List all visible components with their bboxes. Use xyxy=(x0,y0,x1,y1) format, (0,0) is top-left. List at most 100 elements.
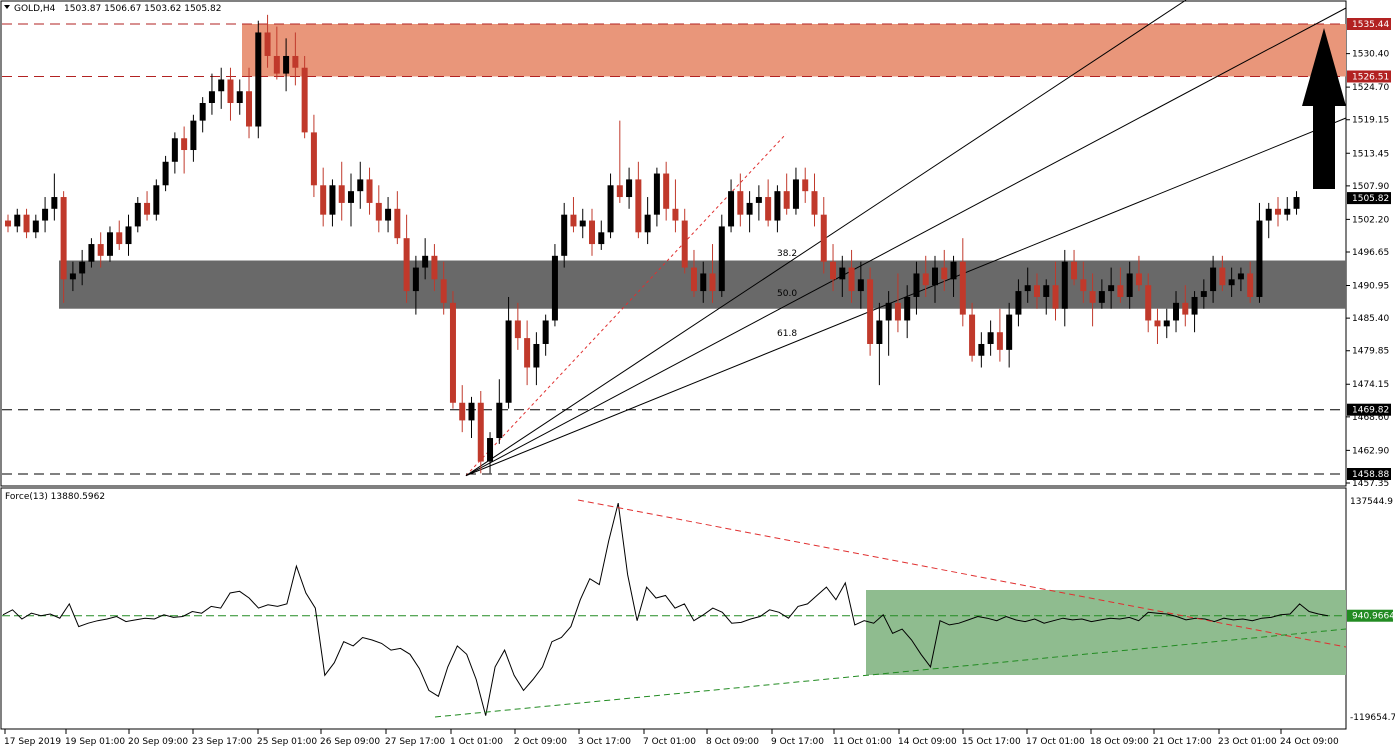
candle xyxy=(1126,261,1133,309)
collapse-triangle-icon[interactable] xyxy=(4,5,10,9)
candle-body xyxy=(1265,208,1272,221)
candle xyxy=(755,185,762,221)
candle xyxy=(607,173,614,239)
candle xyxy=(672,179,679,233)
candle xyxy=(1071,249,1078,286)
candle xyxy=(792,167,799,215)
candle-body xyxy=(1052,285,1059,309)
candle xyxy=(79,249,86,286)
candle-body xyxy=(746,202,753,215)
force-down-trendline xyxy=(577,499,1347,648)
candle-body xyxy=(144,202,151,215)
price-tick-label: 1519.15 xyxy=(1352,116,1389,126)
candle-body xyxy=(820,214,827,262)
candle xyxy=(208,73,215,115)
candle-body xyxy=(1126,273,1133,297)
candle xyxy=(366,167,373,215)
candle xyxy=(5,214,11,233)
candle-body xyxy=(1293,197,1300,209)
candle-body xyxy=(208,91,215,103)
candle-body xyxy=(264,32,271,56)
candle xyxy=(357,161,364,209)
fib-label: 50.0 xyxy=(777,289,797,299)
candle-body xyxy=(273,55,280,74)
candle xyxy=(663,161,670,221)
candle-body xyxy=(700,273,707,292)
candle-body xyxy=(301,67,308,133)
candle xyxy=(375,185,382,233)
candle-body xyxy=(106,232,113,256)
candle xyxy=(246,67,253,139)
price-tick-label: 1479.85 xyxy=(1352,347,1389,357)
price-axis: 1530.40 1524.70 1519.15 1513.45 1507.90 1502.… xyxy=(1346,18,1391,489)
indicator-label: Force(13) 13880.5962 xyxy=(5,492,105,502)
candle xyxy=(60,191,67,303)
candle-body xyxy=(1089,291,1096,303)
candle xyxy=(171,132,178,174)
candle xyxy=(32,214,39,239)
fib-label: 61.8 xyxy=(777,329,797,339)
candle-body xyxy=(959,261,966,315)
candle xyxy=(987,320,994,356)
candle xyxy=(1024,267,1031,303)
candle-body xyxy=(347,191,354,203)
candle-body xyxy=(1135,273,1142,286)
price-tick-label: 1507.90 xyxy=(1352,182,1389,192)
candle-body xyxy=(14,214,21,227)
candle-body xyxy=(1145,285,1152,321)
candle xyxy=(783,173,790,215)
price-tick-label: 1524.70 xyxy=(1352,83,1389,93)
candle xyxy=(42,197,49,233)
candle xyxy=(718,214,725,297)
candle-body xyxy=(403,238,410,292)
price-tag-label: 1458.88 xyxy=(1352,470,1389,480)
candle-body xyxy=(1043,285,1050,297)
candle xyxy=(329,179,336,227)
candle xyxy=(23,208,30,239)
candle xyxy=(867,267,874,356)
candle xyxy=(922,255,929,297)
time-tick-label: 25 Sep 01:00 xyxy=(257,737,317,747)
candle-body xyxy=(496,402,503,439)
candle xyxy=(1061,249,1068,327)
candle-body xyxy=(487,438,494,462)
fib-trendline xyxy=(465,133,787,476)
candle-body xyxy=(969,314,976,356)
candle xyxy=(162,155,169,192)
price-tag-box xyxy=(1347,192,1391,205)
fib-fan-line-2 xyxy=(465,7,1347,477)
candle-body xyxy=(181,138,188,151)
candle-body xyxy=(783,191,790,209)
candle xyxy=(394,191,401,245)
time-tick-label: 8 Oct 09:00 xyxy=(706,737,759,747)
candle xyxy=(524,320,531,386)
candle xyxy=(14,208,21,233)
candle-body xyxy=(375,202,382,221)
candle xyxy=(1154,308,1161,344)
price-tick-label: 1496.65 xyxy=(1352,248,1389,258)
candle-body xyxy=(1274,208,1281,215)
candle xyxy=(950,255,957,297)
force-tag-label: 940.9664 xyxy=(1352,612,1395,622)
candle xyxy=(774,185,781,233)
candle-body xyxy=(681,220,688,268)
candle xyxy=(144,191,151,221)
time-tick-label: 14 Oct 09:00 xyxy=(898,737,957,747)
price-tick-label: 1462.90 xyxy=(1352,446,1389,456)
price-tag-box xyxy=(1347,403,1391,416)
candle-body xyxy=(97,244,104,256)
candle xyxy=(1145,273,1152,333)
candle xyxy=(1191,291,1198,333)
price-tag-label: 1526.51 xyxy=(1352,72,1389,82)
candle xyxy=(626,167,633,209)
candle-body xyxy=(533,343,540,368)
candle xyxy=(403,214,410,303)
candle-body xyxy=(570,214,577,227)
candle xyxy=(700,261,707,303)
time-tick-label: 19 Sep 01:00 xyxy=(65,737,125,747)
candle-body xyxy=(1154,320,1161,327)
candle xyxy=(802,167,809,203)
candle-body xyxy=(857,279,864,292)
candle xyxy=(978,332,985,368)
